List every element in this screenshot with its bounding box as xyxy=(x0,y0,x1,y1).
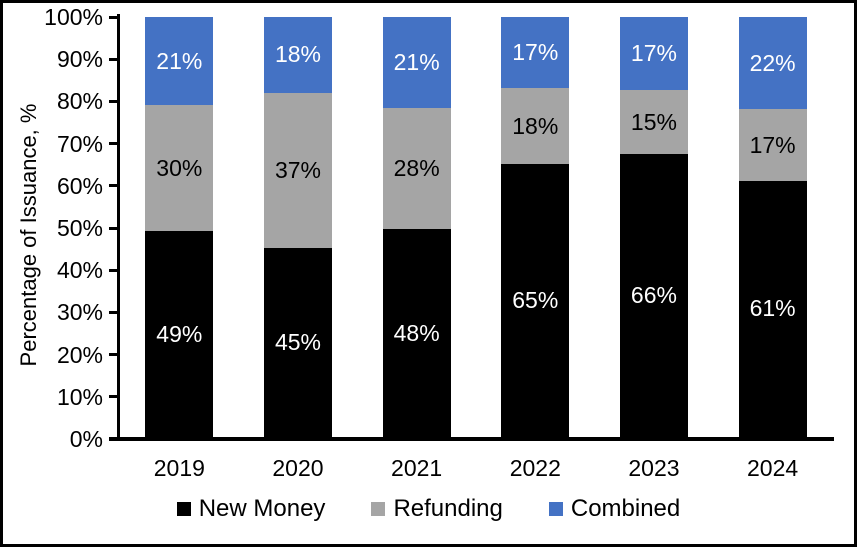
segment-combined: 17% xyxy=(619,17,688,90)
segment-label: 22% xyxy=(749,49,796,76)
y-tick-mark xyxy=(109,395,120,399)
legend-item-refunding: Refunding xyxy=(371,495,503,523)
y-tick-mark xyxy=(109,184,120,188)
x-axis-label-2022: 2022 xyxy=(509,455,561,481)
segment-new-money: 48% xyxy=(382,229,451,437)
y-tick-label: 20% xyxy=(56,341,103,368)
x-axis-label-2024: 2024 xyxy=(747,455,799,481)
segment-refunding: 28% xyxy=(382,107,451,230)
segment-combined: 17% xyxy=(501,17,570,89)
segment-refunding: 15% xyxy=(619,89,688,155)
legend-item-label: Refunding xyxy=(393,495,503,522)
x-axis-label-2021: 2021 xyxy=(391,455,443,481)
x-axis-label-2020: 2020 xyxy=(272,455,324,481)
x-axis-labels: 2019 2020 2021 2022 2023 2024 xyxy=(120,455,832,482)
segment-combined: 18% xyxy=(263,17,332,93)
segment-new-money: 49% xyxy=(145,231,214,437)
segment-combined: 21% xyxy=(145,17,214,106)
segment-label: 49% xyxy=(156,320,203,347)
legend-item-new-money: New Money xyxy=(176,495,326,523)
y-tick-mark xyxy=(109,99,120,103)
segment-label: 21% xyxy=(393,48,440,75)
segment-refunding: 18% xyxy=(501,88,570,164)
legend-item-label: Combined xyxy=(570,495,681,522)
segment-new-money: 45% xyxy=(263,248,332,437)
bar-2020: 45% 37% 18% xyxy=(263,17,332,437)
y-tick-mark xyxy=(109,15,120,19)
y-tick-mark xyxy=(109,57,120,61)
segment-refunding: 37% xyxy=(263,92,332,248)
bar-2023: 66% 15% 17% xyxy=(619,17,688,437)
segment-label: 66% xyxy=(630,282,677,309)
legend-swatch-refunding xyxy=(371,502,386,516)
y-tick-label: 60% xyxy=(56,172,103,199)
y-tick-label: 30% xyxy=(56,299,103,326)
segment-combined: 21% xyxy=(382,17,451,108)
legend-item-label: New Money xyxy=(198,495,326,522)
segment-label: 37% xyxy=(274,156,321,183)
segment-label: 48% xyxy=(393,319,440,346)
bar-2021: 48% 28% 21% xyxy=(382,17,451,437)
segment-label: 65% xyxy=(512,287,559,313)
y-tick-label: 10% xyxy=(56,383,103,410)
y-tick-label: 90% xyxy=(56,46,103,73)
legend: New Money Refunding Combined xyxy=(3,495,854,523)
bar-2022: 65% 18% 17% xyxy=(501,17,570,437)
y-tick-label: 40% xyxy=(56,257,103,284)
segment-label: 18% xyxy=(512,112,559,139)
segment-refunding: 17% xyxy=(738,109,807,181)
segment-label: 30% xyxy=(156,154,203,181)
segment-label: 17% xyxy=(630,39,677,66)
legend-swatch-new-money xyxy=(176,502,191,516)
segment-label: 28% xyxy=(393,155,440,182)
segment-label: 21% xyxy=(156,47,203,74)
segment-new-money: 61% xyxy=(738,180,807,437)
segment-label: 15% xyxy=(630,108,677,135)
y-axis-line xyxy=(117,14,120,440)
y-tick-label: 50% xyxy=(56,215,103,241)
legend-swatch-combined xyxy=(548,502,563,516)
x-axis-line xyxy=(109,437,834,441)
y-tick-label: 70% xyxy=(56,130,103,157)
segment-label: 17% xyxy=(512,39,559,66)
plot-area: 49% 30% 21% 45% 37% 18% 48% 28% 21% 65% 18% 17% 66% 1… xyxy=(120,16,832,437)
y-tick-label: 0% xyxy=(69,426,103,452)
y-tick-mark xyxy=(109,310,120,314)
segment-label: 61% xyxy=(749,295,796,322)
segment-label: 45% xyxy=(274,329,321,355)
segment-new-money: 65% xyxy=(501,164,570,437)
segment-refunding: 30% xyxy=(145,105,214,232)
bar-2024: 61% 17% 22% xyxy=(738,16,807,437)
y-tick-label: 100% xyxy=(44,4,103,30)
x-axis-label-2023: 2023 xyxy=(628,455,680,481)
y-tick-mark xyxy=(109,353,120,357)
segment-label: 18% xyxy=(274,41,321,68)
x-axis-label-2019: 2019 xyxy=(153,455,205,481)
legend-item-combined: Combined xyxy=(548,495,681,523)
segment-new-money: 66% xyxy=(619,154,688,437)
segment-combined: 22% xyxy=(738,16,807,110)
segment-label: 17% xyxy=(749,131,796,158)
y-tick-label: 80% xyxy=(56,88,103,115)
bar-2019: 49% 30% 21% xyxy=(145,17,214,437)
y-tick-mark xyxy=(109,226,120,230)
y-tick-mark xyxy=(109,142,120,146)
y-tick-mark xyxy=(109,268,120,272)
